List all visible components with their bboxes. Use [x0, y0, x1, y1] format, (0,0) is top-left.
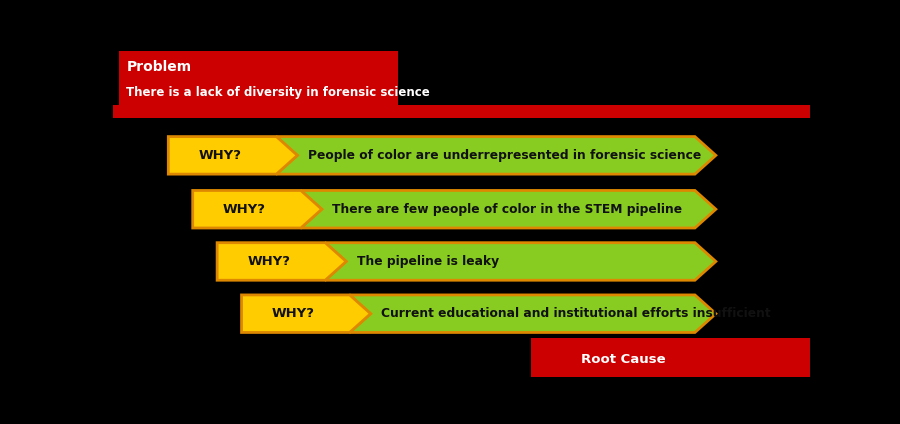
Text: Root Cause: Root Cause	[581, 353, 666, 366]
Text: Problem: Problem	[126, 60, 192, 74]
Polygon shape	[301, 190, 716, 228]
Polygon shape	[325, 243, 716, 280]
Bar	[120, 51, 399, 110]
Polygon shape	[276, 137, 716, 174]
Bar	[112, 105, 810, 118]
Polygon shape	[193, 190, 322, 228]
Bar	[531, 338, 810, 377]
Polygon shape	[217, 243, 346, 280]
Polygon shape	[168, 137, 297, 174]
Text: WHY?: WHY?	[272, 307, 315, 320]
Text: WHY?: WHY?	[248, 255, 291, 268]
Text: Current educational and institutional efforts insufficient: Current educational and institutional ef…	[381, 307, 770, 320]
Text: There are few people of color in the STEM pipeline: There are few people of color in the STE…	[332, 203, 682, 216]
Text: People of color are underrepresented in forensic science: People of color are underrepresented in …	[308, 149, 701, 162]
Polygon shape	[241, 295, 371, 332]
Text: The pipeline is leaky: The pipeline is leaky	[356, 255, 499, 268]
Polygon shape	[349, 295, 716, 332]
Text: WHY?: WHY?	[223, 203, 266, 216]
Text: There is a lack of diversity in forensic science: There is a lack of diversity in forensic…	[126, 86, 430, 98]
Text: WHY?: WHY?	[199, 149, 242, 162]
